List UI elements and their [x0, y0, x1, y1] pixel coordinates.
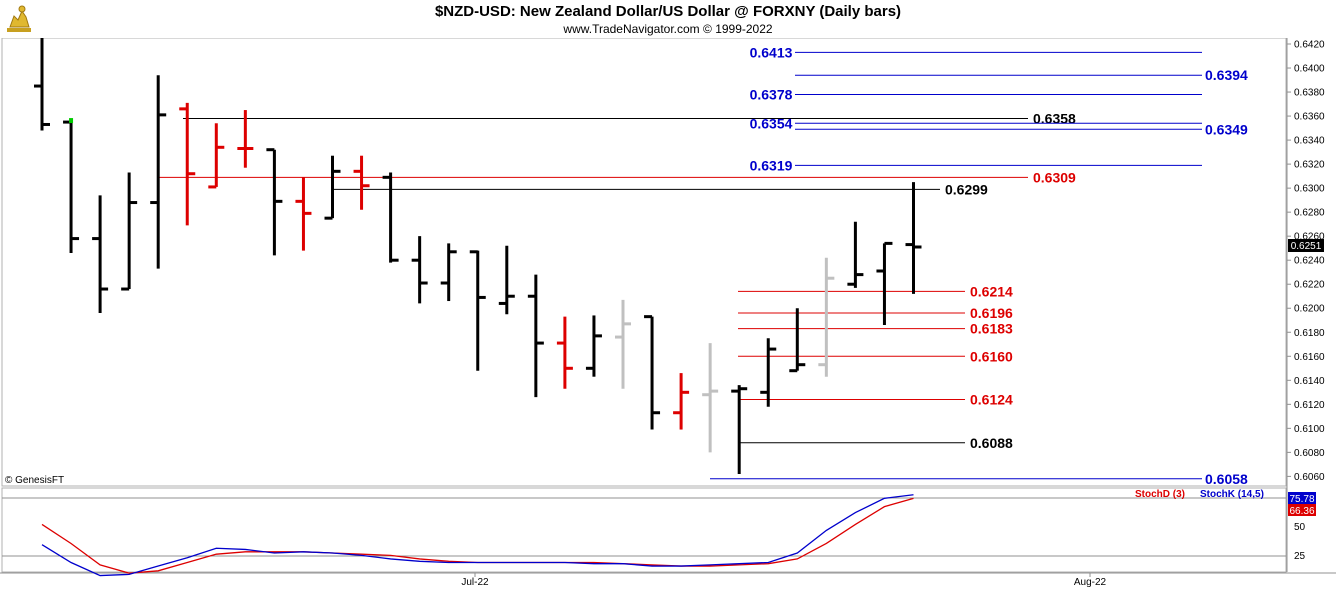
last-price-box: [1288, 239, 1324, 252]
level-label: 0.6183: [970, 321, 1013, 337]
price-tick-label: 0.6380: [1294, 88, 1325, 99]
price-tick-label: 0.6140: [1294, 376, 1325, 387]
price-tick-label: 0.6400: [1294, 64, 1325, 75]
price-tick-label: 0.6420: [1294, 40, 1325, 51]
chart-title: $NZD-USD: New Zealand Dollar/US Dollar @…: [434, 3, 902, 20]
price-axis: 0.6420 0.6400 0.6380 0.6360 0.6340 0.6320 0.63…: [1287, 40, 1325, 483]
price-tick-label: 0.6340: [1294, 136, 1325, 147]
price-tick-label: 0.6080: [1294, 448, 1325, 459]
level-label: 0.6413: [750, 44, 793, 60]
level-label: 0.6088: [970, 435, 1013, 451]
price-panel: [1, 37, 1287, 487]
price-tick-label: 0.6200: [1294, 304, 1325, 315]
chart-header: $NZD-USD: New Zealand Dollar/US Dollar @…: [0, 0, 1336, 38]
x-axis-label-aug: Aug-22: [1074, 577, 1107, 588]
price-tick-label: 0.6220: [1294, 280, 1325, 291]
stochd-legend: StochD (3): [1135, 489, 1185, 500]
level-label: 0.6394: [1205, 67, 1248, 83]
stoch-tick-25: 25: [1294, 551, 1306, 562]
level-label: 0.6319: [750, 157, 793, 173]
level-label: 0.6160: [970, 348, 1013, 364]
level-label: 0.6058: [1205, 471, 1248, 487]
level-label: 0.6124: [970, 392, 1013, 408]
chart-subtitle: www.TradeNavigator.com © 1999-2022: [563, 22, 773, 36]
price-tick-label: 0.6120: [1294, 400, 1325, 411]
price-tick-label: 0.6280: [1294, 208, 1325, 219]
level-label: 0.6299: [945, 181, 988, 197]
stochd-value-box: [1288, 504, 1316, 516]
stochastic-panel: [1, 487, 1287, 573]
stochastic-layer: [41, 494, 914, 577]
stoch-tick-50: 50: [1294, 522, 1306, 533]
level-label: 0.6354: [750, 115, 793, 131]
level-label: 0.6196: [970, 305, 1013, 321]
stochk-line: [41, 494, 914, 577]
level-label: 0.6378: [750, 86, 793, 102]
stochk-legend: StochK (14,5): [1200, 489, 1264, 500]
price-tick-label: 0.6100: [1294, 424, 1325, 435]
price-tick-label: 0.6320: [1294, 160, 1325, 171]
level-label: 0.6358: [1033, 110, 1076, 126]
x-axis-label-jul: Jul-22: [461, 577, 489, 588]
level-label: 0.6349: [1205, 121, 1248, 137]
level-label: 0.6309: [1033, 169, 1076, 185]
price-tick-label: 0.6260: [1294, 232, 1325, 243]
watermark: © GenesisFT: [5, 475, 64, 486]
price-tick-label: 0.6160: [1294, 352, 1325, 363]
golden-bull-logo-icon: [7, 5, 31, 32]
price-tick-label: 0.6180: [1294, 328, 1325, 339]
last-price-label: 0.6251: [1291, 241, 1322, 252]
price-tick-label: 0.6300: [1294, 184, 1325, 195]
stochd-value-label: 66.36: [1289, 506, 1314, 517]
level-label: 0.6214: [970, 283, 1013, 299]
stochk-value-box: [1288, 492, 1316, 504]
price-tick-label: 0.6060: [1294, 472, 1325, 483]
new-high-marker: [69, 118, 74, 124]
price-tick-label: 0.6360: [1294, 112, 1325, 123]
price-tick-label: 0.6240: [1294, 256, 1325, 267]
stochk-value-label: 75.78: [1289, 494, 1314, 505]
bars-layer: [34, 38, 922, 474]
